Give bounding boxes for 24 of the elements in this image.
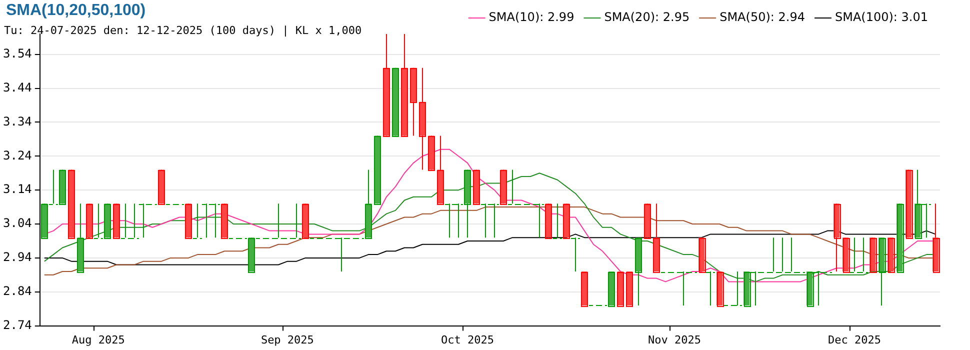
y-tick-label: 2.84 [2,284,32,298]
chart-subtitle: Tu: 24-07-2025 den: 12-12-2025 (100 days) | KL x 1,000 [4,24,362,37]
legend-label: SMA(20): 2.95 [604,10,690,24]
y-tick-label: 3.34 [2,114,32,128]
candlestick [552,203,562,239]
y-tick-label: 3.54 [2,46,32,60]
y-tick-label: 3.44 [2,80,32,94]
legend-label: SMA(10): 2.99 [488,10,574,24]
candlestick [192,203,202,239]
y-tick-label: 3.14 [2,182,32,196]
x-tick-label: Sep 2025 [260,333,314,346]
y-tick-label: 3.04 [2,216,32,230]
x-tick-label: Aug 2025 [72,333,125,346]
candlestick [705,271,716,306]
x-tick-label: Dec 2025 [828,333,881,346]
legend-label: SMA(100): 3.01 [834,10,928,24]
legend-label: SMA(50): 2.94 [720,10,805,24]
chart-title: SMA(10,20,50,100) [6,2,146,20]
y-tick-label: 2.74 [2,318,32,332]
x-tick-label: Oct 2025 [440,333,494,346]
y-tick-label: 2.94 [2,250,32,264]
candlestick [570,237,580,272]
y-tick-label: 3.24 [2,148,32,162]
x-tick-label: Nov 2025 [648,333,701,346]
